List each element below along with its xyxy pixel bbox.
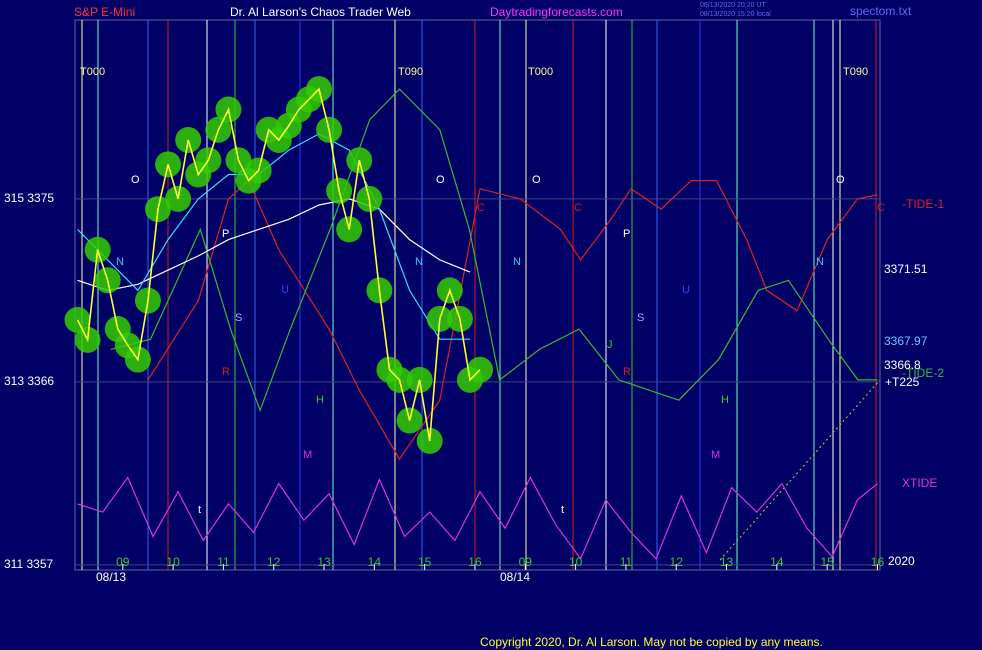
annotation: S [637, 312, 644, 324]
y-tick-label: 311 3357 [4, 557, 53, 571]
annotation: T090 [398, 66, 423, 78]
right-label: 2020 [888, 554, 915, 568]
x-tick-label: 11 [217, 555, 230, 569]
y-tick-label: 315 3375 [4, 191, 54, 205]
x-tick-label: 09 [519, 555, 533, 569]
plot-area [74, 19, 881, 571]
x-tick-label: 14 [770, 555, 784, 569]
site-title: Dr. Al Larson's Chaos Trader Web [230, 5, 411, 19]
annotation: C [477, 202, 485, 214]
annotation: t [198, 504, 201, 516]
site-url: Daytradingforecasts.com [490, 5, 623, 19]
series-line [110, 88, 878, 413]
annotation: C [877, 202, 885, 214]
annotation: N [116, 256, 124, 268]
x-tick-label: 10 [569, 555, 583, 569]
date-label: 08/14 [500, 570, 530, 584]
annotation: O [836, 174, 845, 186]
annotation: M [303, 449, 312, 461]
annotation: U [682, 284, 690, 296]
timestamp: 08/13/2020 15:20 local [700, 11, 771, 18]
annotation: O [131, 174, 140, 186]
annotation: N [513, 256, 521, 268]
annotation: T000 [528, 66, 553, 78]
x-tick-label: 12 [670, 555, 684, 569]
series-layer [64, 76, 880, 570]
right-label: +T225 [885, 375, 920, 389]
series-name: -TIDE-2 [902, 366, 944, 380]
series-line [76, 87, 481, 442]
annotation: O [532, 174, 541, 186]
annotation: M [711, 449, 720, 461]
annotation: O [436, 174, 445, 186]
x-tick-label: 12 [267, 555, 281, 569]
annotation: P [222, 228, 229, 240]
annotation: H [316, 394, 324, 406]
x-tick-label: 11 [620, 555, 633, 569]
date-label: 08/13 [96, 570, 126, 584]
x-tick-label: 15 [820, 555, 834, 569]
x-tick-label: 13 [317, 555, 331, 569]
annotation: T000 [80, 66, 105, 78]
annotation: J [607, 339, 613, 351]
annotation: R [623, 366, 631, 378]
copyright: Copyright 2020, Dr. Al Larson. May not b… [480, 635, 823, 649]
price-label: 3371.51 [884, 262, 928, 276]
x-tick-label: 16 [871, 555, 885, 569]
timestamp: 08/13/2020 20:20 UT [700, 2, 766, 9]
annotation: U [281, 284, 289, 296]
trend-line [719, 379, 881, 561]
x-tick-label: 13 [720, 555, 734, 569]
annotation: P [623, 228, 630, 240]
series-line [147, 179, 878, 461]
annotation: C [574, 202, 582, 214]
annotation: R [222, 366, 230, 378]
price-label: 3366.8 [884, 358, 921, 372]
annotation: N [816, 256, 824, 268]
x-tick-label: 15 [418, 555, 432, 569]
series-name: XTIDE [902, 476, 937, 490]
annotation-group: O O O O P P [131, 174, 845, 240]
annotation: S [235, 312, 242, 324]
annotation: T090 [843, 66, 868, 78]
series-line [77, 476, 878, 561]
symbol: S&P E-Mini [74, 5, 135, 19]
annotation: H [721, 394, 729, 406]
x-tick-label: 09 [116, 555, 130, 569]
x-tick-label: 14 [368, 555, 382, 569]
series-line [77, 133, 470, 340]
series-name: -TIDE-1 [902, 197, 944, 211]
x-tick-label: 16 [468, 555, 482, 569]
x-tick-label: 10 [166, 555, 180, 569]
file-name: spectom.txt [850, 4, 912, 18]
price-label: 3367.97 [884, 334, 928, 348]
cycle-lines [81, 20, 881, 570]
y-tick-label: 313 3366 [4, 374, 54, 388]
annotation: N [415, 256, 423, 268]
annotation: t [561, 504, 564, 516]
annotation-group: T000 T090 T000 T090 [80, 66, 868, 78]
